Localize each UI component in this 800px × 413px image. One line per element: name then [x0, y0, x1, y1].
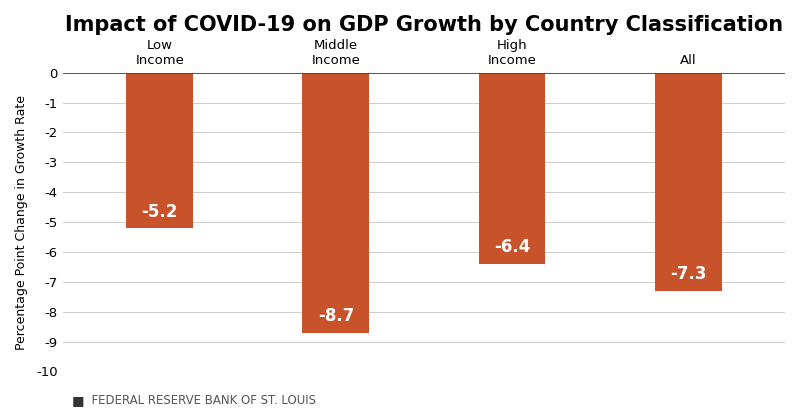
Text: FEDERAL RESERVE BANK OF ST. LOUIS: FEDERAL RESERVE BANK OF ST. LOUIS — [84, 394, 316, 407]
Text: ■: ■ — [72, 394, 85, 407]
Text: -5.2: -5.2 — [142, 202, 178, 221]
Y-axis label: Percentage Point Change in Growth Rate: Percentage Point Change in Growth Rate — [15, 95, 28, 349]
Bar — [126, 73, 193, 228]
Title: Impact of COVID-19 on GDP Growth by Country Classification: Impact of COVID-19 on GDP Growth by Coun… — [65, 15, 783, 35]
Bar — [654, 73, 722, 291]
Text: -8.7: -8.7 — [318, 307, 354, 325]
Bar — [302, 73, 370, 332]
Text: -7.3: -7.3 — [670, 265, 706, 283]
Bar — [478, 73, 546, 264]
Text: -6.4: -6.4 — [494, 238, 530, 256]
